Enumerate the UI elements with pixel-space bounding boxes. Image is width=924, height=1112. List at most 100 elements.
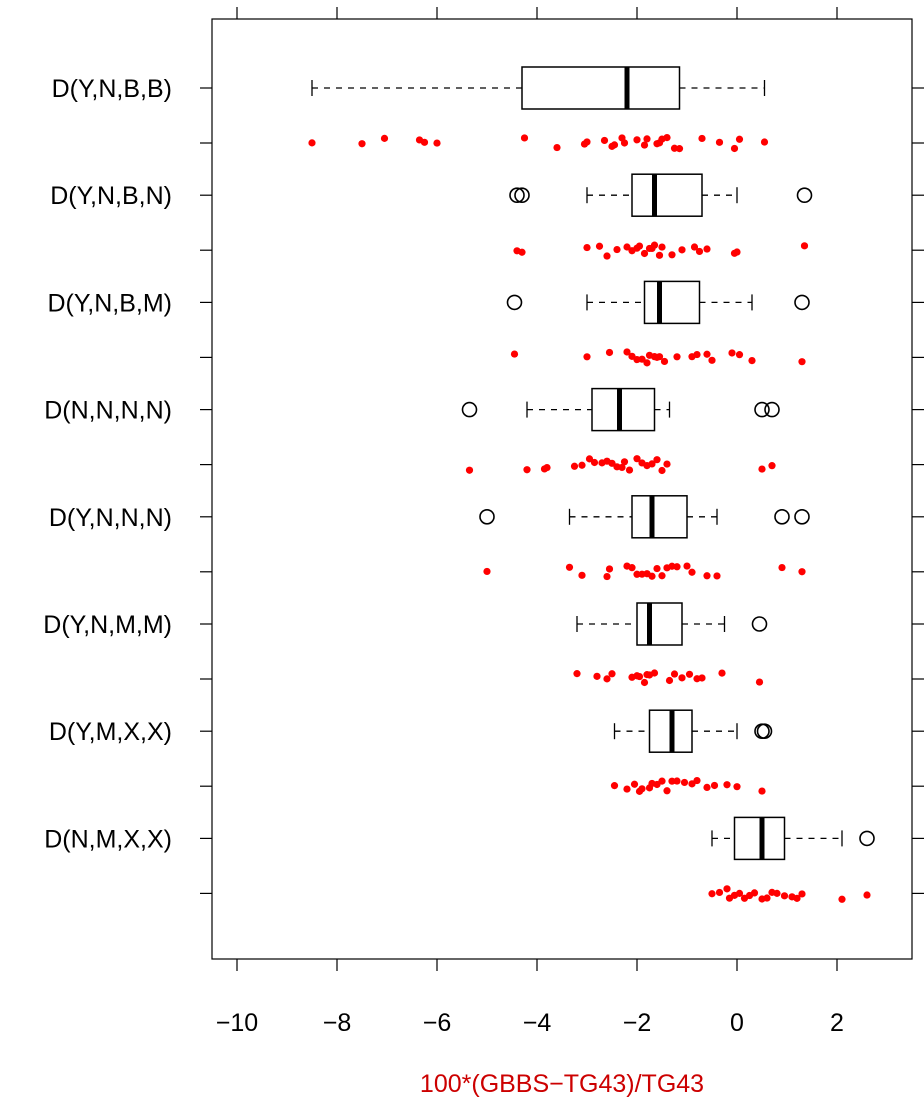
strip-point — [358, 140, 366, 148]
strip-point — [703, 572, 711, 580]
strip-point — [678, 674, 686, 682]
strip-point — [735, 351, 744, 359]
strip-point — [663, 787, 671, 795]
strip-point — [715, 888, 724, 897]
strip-point — [583, 353, 591, 361]
strip-point — [698, 674, 706, 682]
box-group — [576, 602, 768, 646]
box-group — [311, 66, 766, 110]
strip-point — [793, 894, 801, 902]
strip-point — [693, 350, 701, 359]
strip-point — [680, 778, 689, 787]
strip-point — [798, 358, 806, 366]
box — [636, 602, 683, 646]
strip-point — [748, 356, 756, 365]
box-group — [506, 280, 810, 325]
strip-point — [650, 241, 659, 249]
box-group — [479, 495, 810, 539]
box — [521, 66, 681, 110]
x-tick-label: −8 — [323, 1009, 352, 1037]
strip-point — [595, 242, 604, 250]
strip-point — [715, 138, 724, 146]
strip-point — [655, 251, 664, 259]
strip-point — [863, 891, 871, 899]
strip-point — [730, 144, 739, 153]
strip-point — [683, 562, 691, 570]
category-label: D(Y,N,B,N) — [50, 182, 172, 210]
strip-point — [658, 777, 666, 785]
strip-point — [610, 141, 619, 149]
strip-point — [763, 894, 771, 902]
x-tick-label: −6 — [423, 1009, 452, 1037]
box — [643, 280, 701, 325]
strip-point — [658, 243, 666, 251]
strip-point — [583, 243, 591, 252]
strip-point — [723, 781, 731, 789]
strip-point — [698, 134, 706, 143]
outlier-point — [461, 401, 478, 418]
strip-point — [658, 466, 666, 475]
strip-point — [760, 138, 769, 146]
strip-point — [593, 672, 601, 680]
strip-point — [510, 350, 519, 358]
x-tick-label: −10 — [216, 1009, 258, 1037]
strip-point — [620, 458, 629, 466]
strip-point — [838, 895, 846, 903]
outlier-point — [514, 187, 530, 203]
outlier-point — [796, 187, 813, 203]
strip-point — [708, 356, 716, 364]
strip-point — [685, 670, 694, 678]
strip-point — [703, 350, 711, 358]
x-tick-labels: −10 −8 −6 −4 −2 0 2 — [216, 1009, 844, 1037]
strip-point — [603, 572, 611, 581]
category-labels: D(Y,N,B,B) D(Y,N,B,N) D(Y,N,B,M) D(N,N,N,N)… — [43, 75, 172, 853]
strip-point — [713, 572, 721, 580]
strip-point — [668, 251, 676, 259]
strip-point — [605, 348, 614, 357]
strip-point — [483, 567, 491, 576]
strip-point — [543, 463, 551, 472]
strip-point — [800, 242, 809, 250]
outlier-point — [754, 401, 770, 418]
x-tick-label: −2 — [623, 1009, 652, 1037]
strip-point — [308, 139, 316, 147]
strip-point — [755, 678, 764, 686]
strip-point — [780, 892, 789, 900]
box — [631, 495, 688, 539]
strip-point — [733, 248, 741, 256]
strip-point — [655, 353, 664, 361]
strip-point — [670, 670, 679, 678]
strip-point — [623, 243, 631, 251]
strip-point — [673, 563, 681, 571]
box-group — [461, 387, 780, 432]
strip-point — [643, 359, 651, 367]
category-label: D(Y,N,N,N) — [49, 504, 172, 532]
strip-point — [420, 138, 429, 146]
strip-point — [583, 138, 591, 146]
strip-point — [673, 777, 681, 785]
strip-point — [693, 776, 701, 785]
strip-point — [660, 357, 669, 366]
strip-point — [623, 348, 631, 356]
strip-point — [750, 889, 759, 897]
strip-point — [678, 246, 686, 254]
strip-point — [648, 460, 656, 468]
strip-point — [630, 780, 639, 788]
outlier-point — [794, 294, 810, 311]
strip-point — [640, 141, 649, 149]
strip-point — [590, 458, 599, 467]
strip-point — [798, 890, 806, 898]
box-group — [509, 173, 813, 217]
category-label: D(Y,N,B,B) — [52, 75, 172, 103]
strip-point — [638, 785, 646, 793]
strip-point — [648, 572, 656, 580]
strip-point — [623, 785, 631, 793]
box — [631, 173, 703, 217]
category-label: D(Y,M,X,X) — [49, 718, 172, 746]
strip-point — [433, 139, 441, 147]
strip-point — [380, 134, 389, 142]
strip-point — [585, 455, 594, 463]
strip-point — [653, 456, 661, 464]
strip-point — [690, 243, 699, 251]
